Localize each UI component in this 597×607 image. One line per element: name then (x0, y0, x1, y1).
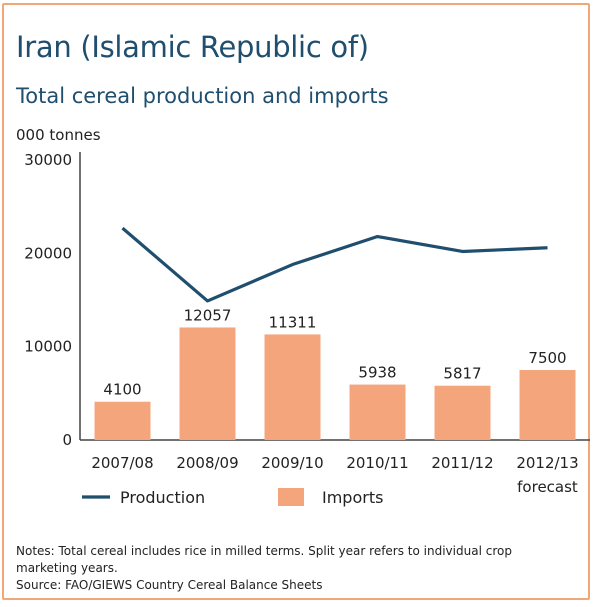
bar-value-label: 5817 (443, 365, 481, 383)
import-bar (519, 370, 576, 440)
source-text: Source: FAO/GIEWS Country Cereal Balance… (16, 578, 323, 592)
x-tick-label: 2008/09 (176, 454, 238, 472)
bar-value-label: 12057 (184, 306, 232, 324)
page-title: Iran (Islamic Republic of) (16, 30, 369, 64)
import-bar (179, 327, 236, 440)
x-tick-label: 2010/11 (346, 454, 408, 472)
bar-value-label: 4100 (103, 381, 141, 399)
import-bar (94, 401, 151, 440)
x-tick-label: 2012/13 (516, 454, 578, 472)
chart-subtitle: Total cereal production and imports (16, 84, 389, 108)
y-axis-unit: 000 tonnes (16, 126, 101, 144)
bar-value-label: 7500 (528, 349, 566, 367)
y-tick-label: 30000 (24, 151, 72, 169)
import-bar (264, 334, 321, 440)
legend-imports-swatch (278, 488, 304, 506)
x-tick-sublabel: forecast (517, 478, 578, 496)
chart-notes: Notes: Total cereal includes rice in mil… (16, 543, 576, 594)
y-tick-label: 10000 (24, 338, 72, 356)
x-tick-label: 2009/10 (261, 454, 323, 472)
y-tick-label: 0 (62, 431, 72, 449)
production-line (121, 226, 548, 303)
notes-text: Notes: Total cereal includes rice in mil… (16, 544, 512, 575)
bar-value-label: 11311 (269, 313, 317, 331)
x-tick-label: 2011/12 (431, 454, 493, 472)
bar-value-label: 5938 (358, 364, 396, 382)
chart-plot: 0 10000 20000 30000 4100 12057 11311 5938 5817 75… (24, 151, 590, 507)
x-tick-label: 2007/08 (91, 454, 153, 472)
legend-imports-label: Imports (322, 488, 383, 507)
import-bar (434, 385, 491, 440)
legend-production-label: Production (120, 488, 205, 507)
y-tick-label: 20000 (24, 244, 72, 262)
import-bar (349, 384, 406, 440)
